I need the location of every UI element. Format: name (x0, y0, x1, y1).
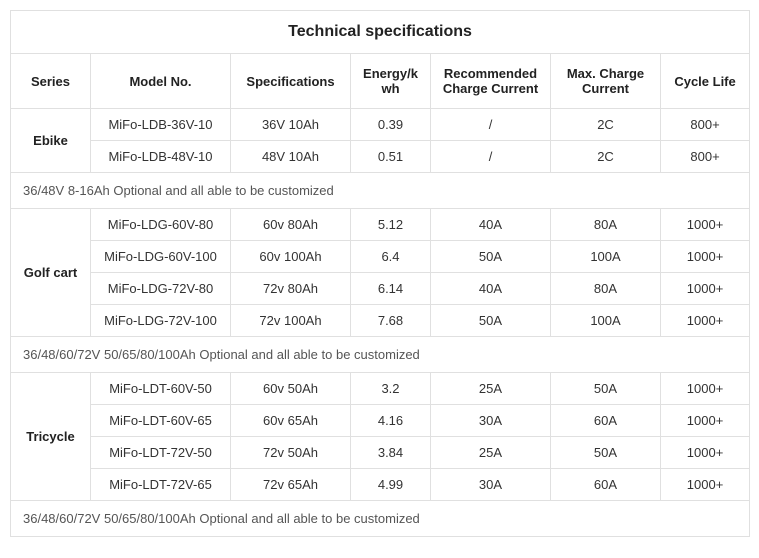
series-cell: Ebike (11, 109, 91, 173)
model-cell: MiFo-LDT-60V-50 (91, 373, 231, 405)
energy-cell: 4.99 (351, 469, 431, 501)
table-row: MiFo-LDG-72V-8072v 80Ah6.1440A80A1000+ (11, 273, 750, 305)
series-cell: Golf cart (11, 209, 91, 337)
rec-cell: 50A (431, 305, 551, 337)
table-row: MiFo-LDG-60V-10060v 100Ah6.450A100A1000+ (11, 241, 750, 273)
specs-cell: 36V 10Ah (231, 109, 351, 141)
table-row: MiFo-LDT-72V-6572v 65Ah4.9930A60A1000+ (11, 469, 750, 501)
model-cell: MiFo-LDG-60V-80 (91, 209, 231, 241)
col-series: Series (11, 54, 91, 109)
specs-cell: 60v 65Ah (231, 405, 351, 437)
rec-cell: / (431, 141, 551, 173)
rec-cell: / (431, 109, 551, 141)
max-cell: 2C (551, 141, 661, 173)
max-cell: 2C (551, 109, 661, 141)
model-cell: MiFo-LDT-72V-50 (91, 437, 231, 469)
model-cell: MiFo-LDB-48V-10 (91, 141, 231, 173)
max-cell: 100A (551, 241, 661, 273)
rec-cell: 30A (431, 405, 551, 437)
col-cycle: Cycle Life (661, 54, 750, 109)
energy-cell: 5.12 (351, 209, 431, 241)
cycle-cell: 1000+ (661, 437, 750, 469)
specs-cell: 60v 100Ah (231, 241, 351, 273)
energy-cell: 6.14 (351, 273, 431, 305)
series-cell: Tricycle (11, 373, 91, 501)
cycle-cell: 1000+ (661, 273, 750, 305)
energy-cell: 3.2 (351, 373, 431, 405)
model-cell: MiFo-LDG-60V-100 (91, 241, 231, 273)
specs-cell: 48V 10Ah (231, 141, 351, 173)
energy-cell: 0.39 (351, 109, 431, 141)
table-row: MiFo-LDT-72V-5072v 50Ah3.8425A50A1000+ (11, 437, 750, 469)
cycle-cell: 800+ (661, 109, 750, 141)
cycle-cell: 1000+ (661, 209, 750, 241)
model-cell: MiFo-LDT-72V-65 (91, 469, 231, 501)
table-row: EbikeMiFo-LDB-36V-1036V 10Ah0.39/2C800+ (11, 109, 750, 141)
cycle-cell: 1000+ (661, 405, 750, 437)
max-cell: 60A (551, 405, 661, 437)
cycle-cell: 1000+ (661, 305, 750, 337)
cycle-cell: 1000+ (661, 241, 750, 273)
cycle-cell: 1000+ (661, 469, 750, 501)
specs-cell: 72v 50Ah (231, 437, 351, 469)
energy-cell: 0.51 (351, 141, 431, 173)
specs-cell: 60v 50Ah (231, 373, 351, 405)
rec-cell: 30A (431, 469, 551, 501)
specs-table: Technical specifications Series Model No… (10, 10, 750, 537)
model-cell: MiFo-LDT-60V-65 (91, 405, 231, 437)
note-cell: 36/48/60/72V 50/65/80/100Ah Optional and… (11, 337, 750, 373)
specs-cell: 60v 80Ah (231, 209, 351, 241)
energy-cell: 6.4 (351, 241, 431, 273)
col-model: Model No. (91, 54, 231, 109)
table-row: MiFo-LDT-60V-6560v 65Ah4.1630A60A1000+ (11, 405, 750, 437)
note-cell: 36/48/60/72V 50/65/80/100Ah Optional and… (11, 501, 750, 537)
col-specs: Specifications (231, 54, 351, 109)
max-cell: 80A (551, 209, 661, 241)
rec-cell: 40A (431, 209, 551, 241)
model-cell: MiFo-LDB-36V-10 (91, 109, 231, 141)
specs-cell: 72v 65Ah (231, 469, 351, 501)
rec-cell: 40A (431, 273, 551, 305)
energy-cell: 7.68 (351, 305, 431, 337)
energy-cell: 3.84 (351, 437, 431, 469)
note-row: 36/48/60/72V 50/65/80/100Ah Optional and… (11, 337, 750, 373)
table-row: MiFo-LDG-72V-10072v 100Ah7.6850A100A1000… (11, 305, 750, 337)
table-title: Technical specifications (11, 11, 750, 54)
note-cell: 36/48V 8-16Ah Optional and all able to b… (11, 173, 750, 209)
rec-cell: 25A (431, 437, 551, 469)
max-cell: 60A (551, 469, 661, 501)
model-cell: MiFo-LDG-72V-80 (91, 273, 231, 305)
rec-cell: 50A (431, 241, 551, 273)
max-cell: 50A (551, 373, 661, 405)
table-row: Golf cartMiFo-LDG-60V-8060v 80Ah5.1240A8… (11, 209, 750, 241)
col-rec-charge: Recommended Charge Current (431, 54, 551, 109)
max-cell: 100A (551, 305, 661, 337)
table-row: TricycleMiFo-LDT-60V-5060v 50Ah3.225A50A… (11, 373, 750, 405)
cycle-cell: 1000+ (661, 373, 750, 405)
note-row: 36/48V 8-16Ah Optional and all able to b… (11, 173, 750, 209)
specs-cell: 72v 100Ah (231, 305, 351, 337)
col-max-charge: Max. Charge Current (551, 54, 661, 109)
max-cell: 50A (551, 437, 661, 469)
rec-cell: 25A (431, 373, 551, 405)
model-cell: MiFo-LDG-72V-100 (91, 305, 231, 337)
specs-cell: 72v 80Ah (231, 273, 351, 305)
table-row: MiFo-LDB-48V-1048V 10Ah0.51/2C800+ (11, 141, 750, 173)
energy-cell: 4.16 (351, 405, 431, 437)
cycle-cell: 800+ (661, 141, 750, 173)
col-energy: Energy/kwh (351, 54, 431, 109)
note-row: 36/48/60/72V 50/65/80/100Ah Optional and… (11, 501, 750, 537)
max-cell: 80A (551, 273, 661, 305)
